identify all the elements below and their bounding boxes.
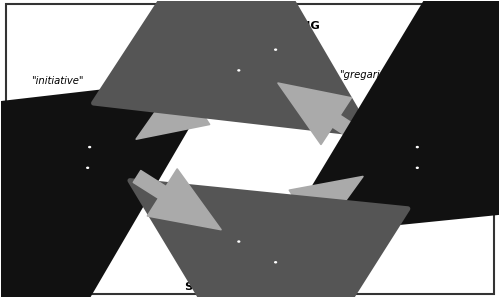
Text: "determination?": "determination?" bbox=[22, 203, 106, 213]
Circle shape bbox=[87, 167, 88, 168]
Polygon shape bbox=[260, 260, 265, 266]
Bar bbox=[51, 139, 150, 177]
Circle shape bbox=[238, 241, 240, 242]
Bar bbox=[262, 41, 300, 80]
FancyArrowPatch shape bbox=[276, 176, 363, 237]
FancyArrowPatch shape bbox=[134, 169, 221, 230]
Circle shape bbox=[89, 147, 90, 148]
Polygon shape bbox=[72, 165, 77, 171]
Circle shape bbox=[416, 147, 418, 148]
Bar bbox=[51, 139, 89, 177]
Polygon shape bbox=[428, 165, 432, 171]
Text: "gregariousness": "gregariousness" bbox=[340, 70, 426, 80]
Ellipse shape bbox=[414, 166, 428, 170]
Ellipse shape bbox=[228, 240, 242, 244]
Ellipse shape bbox=[264, 48, 280, 52]
FancyArrowPatch shape bbox=[136, 77, 226, 139]
Polygon shape bbox=[224, 239, 228, 245]
Bar bbox=[350, 139, 449, 177]
Ellipse shape bbox=[78, 145, 94, 150]
Ellipse shape bbox=[228, 69, 242, 73]
Text: BOLD FISH FORAGING: BOLD FISH FORAGING bbox=[180, 21, 320, 31]
Ellipse shape bbox=[264, 261, 280, 265]
FancyArrowPatch shape bbox=[130, 181, 408, 298]
Bar bbox=[200, 233, 300, 271]
Bar bbox=[51, 139, 150, 177]
Text: "faithfulness?": "faithfulness?" bbox=[340, 203, 412, 213]
Bar bbox=[200, 41, 300, 80]
Text: "initiative": "initiative" bbox=[31, 76, 84, 86]
FancyArrowPatch shape bbox=[278, 83, 368, 145]
Text: BOTH RESTING: BOTH RESTING bbox=[54, 118, 148, 128]
Ellipse shape bbox=[76, 166, 92, 170]
Circle shape bbox=[274, 49, 276, 50]
Bar bbox=[200, 233, 238, 271]
Text: BOTH FORAGING: BOTH FORAGING bbox=[346, 187, 453, 197]
Circle shape bbox=[416, 167, 418, 168]
Polygon shape bbox=[224, 68, 228, 74]
Circle shape bbox=[274, 262, 276, 263]
Bar bbox=[350, 139, 449, 177]
Circle shape bbox=[238, 70, 240, 71]
Bar bbox=[200, 233, 300, 271]
FancyArrowPatch shape bbox=[0, 79, 214, 298]
Bar bbox=[200, 41, 300, 80]
Polygon shape bbox=[428, 145, 432, 150]
Polygon shape bbox=[74, 145, 79, 150]
Text: SHY FISH FORAGING: SHY FISH FORAGING bbox=[185, 282, 316, 292]
FancyArrowPatch shape bbox=[94, 0, 371, 135]
Bar bbox=[350, 139, 387, 177]
Polygon shape bbox=[260, 47, 265, 53]
FancyArrowPatch shape bbox=[286, 0, 500, 234]
Ellipse shape bbox=[414, 145, 428, 150]
